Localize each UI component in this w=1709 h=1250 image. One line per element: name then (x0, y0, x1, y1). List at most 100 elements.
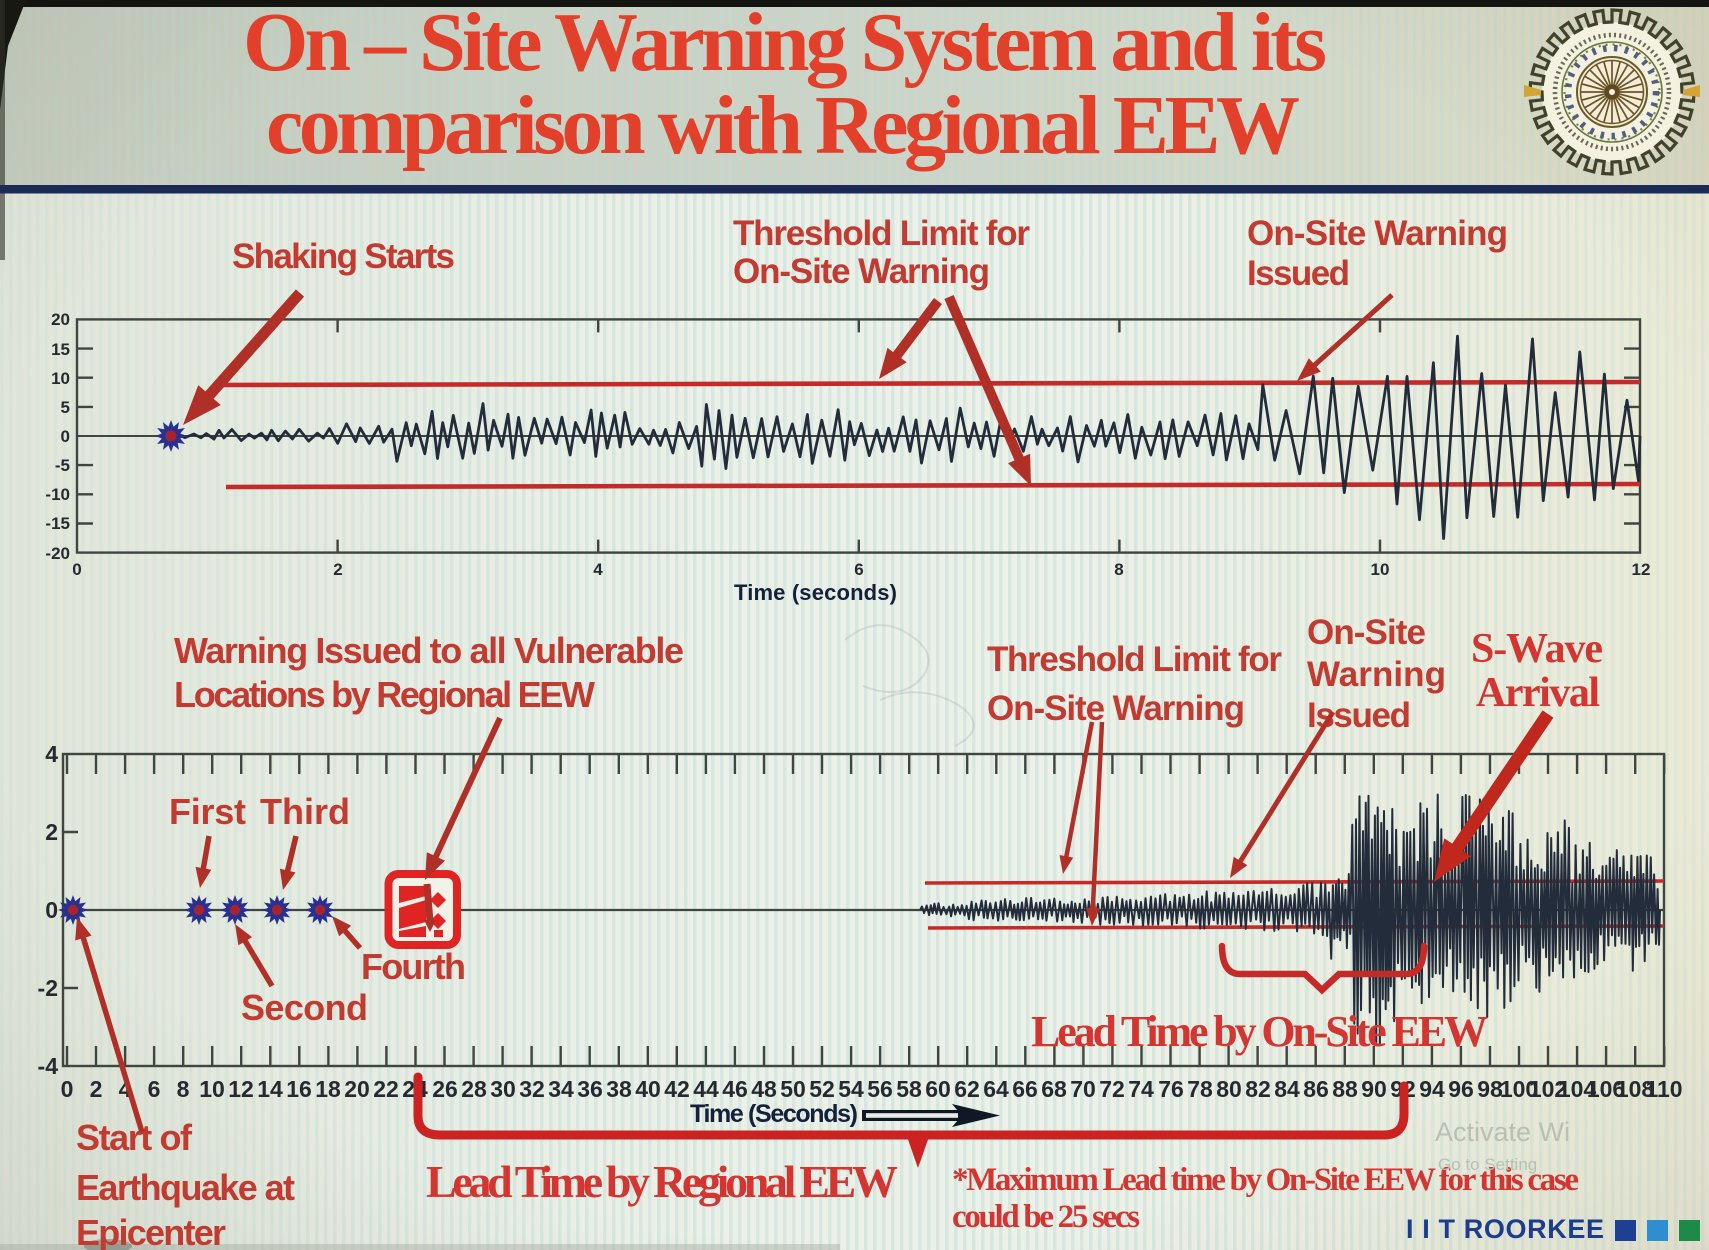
svg-text:68: 68 (1041, 1076, 1067, 1102)
svg-text:2: 2 (90, 1076, 103, 1102)
svg-text:30: 30 (490, 1076, 516, 1102)
svg-text:2: 2 (333, 560, 342, 579)
svg-text:-2: -2 (38, 975, 58, 1001)
svg-text:88: 88 (1332, 1076, 1358, 1102)
svg-text:62: 62 (954, 1076, 980, 1102)
svg-text:Arrival: Arrival (1476, 670, 1600, 716)
svg-text:18: 18 (315, 1076, 341, 1102)
svg-text:Lead Time by On-Site EEW: Lead Time by On-Site EEW (1031, 1007, 1488, 1056)
svg-text:106: 106 (1587, 1076, 1625, 1102)
svg-text:-10: -10 (45, 485, 70, 504)
svg-text:32: 32 (519, 1076, 545, 1102)
svg-text:Locations by Regional EEW: Locations by Regional EEW (174, 674, 595, 715)
svg-text:34: 34 (548, 1076, 574, 1102)
svg-text:16: 16 (286, 1076, 312, 1102)
svg-text:52: 52 (809, 1076, 835, 1102)
svg-text:comparison with Regional EEW: comparison with Regional EEW (266, 79, 1300, 172)
svg-text:76: 76 (1158, 1076, 1184, 1102)
svg-text:82: 82 (1245, 1076, 1271, 1102)
svg-text:5: 5 (61, 398, 70, 417)
svg-text:8: 8 (177, 1076, 190, 1102)
svg-text:36: 36 (577, 1076, 603, 1102)
svg-text:Second: Second (241, 987, 368, 1028)
svg-text:78: 78 (1187, 1076, 1213, 1102)
svg-text:26: 26 (432, 1076, 458, 1102)
svg-text:4: 4 (593, 560, 603, 579)
svg-text:10: 10 (51, 369, 70, 388)
svg-text:4: 4 (45, 741, 58, 767)
svg-text:38: 38 (606, 1076, 632, 1102)
svg-text:28: 28 (461, 1076, 487, 1102)
svg-text:14: 14 (257, 1076, 283, 1102)
svg-text:Shaking Starts: Shaking Starts (232, 237, 455, 276)
svg-text:110: 110 (1645, 1076, 1682, 1102)
svg-text:64: 64 (983, 1076, 1009, 1102)
svg-text:10: 10 (199, 1076, 225, 1102)
svg-text:12: 12 (228, 1076, 254, 1102)
svg-text:2: 2 (45, 819, 58, 845)
svg-text:6: 6 (148, 1076, 161, 1102)
svg-text:0: 0 (61, 427, 70, 446)
svg-text:40: 40 (635, 1076, 661, 1102)
svg-text:First: First (169, 791, 246, 832)
svg-text:72: 72 (1099, 1076, 1125, 1102)
svg-text:86: 86 (1303, 1076, 1329, 1102)
svg-text:46: 46 (722, 1076, 748, 1102)
svg-text:66: 66 (1012, 1076, 1038, 1102)
svg-text:-20: -20 (45, 544, 70, 563)
svg-text:104: 104 (1558, 1076, 1597, 1102)
svg-text:12: 12 (1632, 560, 1651, 579)
svg-text:108: 108 (1616, 1076, 1655, 1102)
svg-text:Start of: Start of (76, 1117, 193, 1158)
svg-text:Earthquake at: Earthquake at (76, 1167, 295, 1208)
svg-text:Warning Issued to all Vulnerab: Warning Issued to all Vulnerable (174, 630, 684, 671)
svg-text:44: 44 (693, 1076, 719, 1102)
svg-text:60: 60 (925, 1076, 951, 1102)
svg-text:42: 42 (664, 1076, 690, 1102)
svg-text:Epicenter: Epicenter (76, 1212, 226, 1250)
svg-text:102: 102 (1529, 1076, 1567, 1102)
svg-text:-15: -15 (45, 514, 70, 533)
svg-text:Warning: Warning (1307, 655, 1446, 694)
svg-text:Lead Time by Regional EEW: Lead Time by Regional EEW (426, 1156, 898, 1207)
svg-text:20: 20 (344, 1076, 370, 1102)
svg-text:10: 10 (1371, 560, 1390, 579)
svg-text:0: 0 (45, 897, 58, 923)
svg-text:0: 0 (72, 560, 81, 579)
svg-text:On-Site Warning: On-Site Warning (733, 252, 990, 291)
svg-text:100: 100 (1500, 1076, 1538, 1102)
svg-text:15: 15 (51, 340, 70, 359)
svg-text:On-Site Warning: On-Site Warning (1247, 214, 1508, 253)
svg-text:6: 6 (854, 560, 863, 579)
svg-text:Issued: Issued (1247, 254, 1350, 293)
svg-text:On-Site Warning: On-Site Warning (987, 689, 1245, 728)
svg-text:On-Site: On-Site (1307, 613, 1426, 652)
svg-text:-4: -4 (38, 1053, 59, 1079)
svg-text:could be 25 secs: could be 25 secs (952, 1199, 1140, 1235)
svg-text:94: 94 (1419, 1076, 1445, 1102)
svg-text:50: 50 (780, 1076, 806, 1102)
svg-text:-5: -5 (55, 456, 70, 475)
svg-text:Go to Setting: Go to Setting (1438, 1155, 1537, 1174)
svg-text:96: 96 (1448, 1076, 1474, 1102)
svg-text:58: 58 (896, 1076, 922, 1102)
svg-text:70: 70 (1070, 1076, 1096, 1102)
svg-text:98: 98 (1477, 1076, 1503, 1102)
svg-text:0: 0 (61, 1076, 74, 1102)
svg-text:I I T ROORKEE: I I T ROORKEE (1406, 1214, 1604, 1244)
svg-text:20: 20 (51, 310, 70, 329)
svg-text:54: 54 (838, 1076, 864, 1102)
svg-text:S-Wave: S-Wave (1471, 626, 1603, 672)
svg-text:Activate Wi: Activate Wi (1435, 1117, 1570, 1147)
svg-text:Fourth: Fourth (361, 946, 466, 987)
svg-text:Time (seconds): Time (seconds) (734, 580, 897, 605)
svg-text:Threshold Limit for: Threshold Limit for (987, 640, 1282, 679)
svg-text:56: 56 (867, 1076, 893, 1102)
svg-text:*Maximum Lead time by On-Site: *Maximum Lead time by On-Site EEW for th… (952, 1162, 1579, 1198)
svg-text:Time (Seconds): Time (Seconds) (690, 1100, 858, 1128)
svg-text:Threshold Limit for: Threshold Limit for (733, 214, 1030, 253)
svg-text:22: 22 (373, 1076, 399, 1102)
svg-text:On – Site Warning System and i: On – Site Warning System and its (243, 0, 1327, 89)
svg-text:8: 8 (1114, 560, 1123, 579)
svg-text:48: 48 (751, 1076, 777, 1102)
